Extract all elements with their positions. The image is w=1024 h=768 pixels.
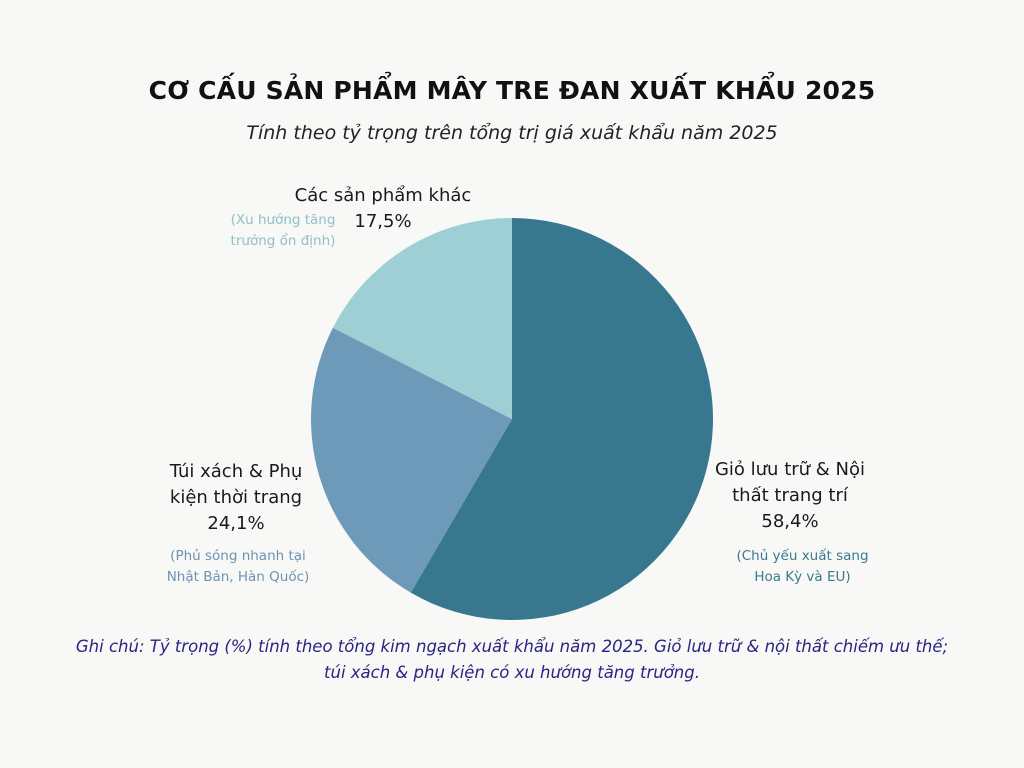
pie-slice-other (332, 218, 512, 419)
slice-value-other: 17,5% (354, 211, 412, 232)
slice-label-storage: Giỏ lưu trữ & Nội thất trang trí 58,4% (700, 457, 880, 535)
chart-title: CƠ CẤU SẢN PHẨM MÂY TRE ĐAN XUẤT KHẨU 20… (148, 76, 876, 105)
slice-label-handbags-line2: kiện thời trang (169, 487, 303, 508)
slice-label-storage-line2: thất trang trí (732, 485, 848, 506)
slice-note-handbags-line1: (Phủ sóng nhanh tại (170, 548, 306, 564)
slice-value-handbags: 24,1% (207, 513, 265, 534)
slice-value-storage: 58,4% (761, 511, 819, 532)
chart-subtitle: Tính theo tỷ trọng trên tổng trị giá xuấ… (246, 122, 778, 144)
slice-label-other-line1: Các sản phẩm khác (294, 185, 472, 206)
slice-label-handbags: Túi xách & Phụ kiện thời trang 24,1% (146, 459, 326, 537)
slice-note-other-line2: trưởng ổn định) (230, 233, 336, 249)
slice-label-other: Các sản phẩm khác 17,5% (283, 183, 483, 235)
slice-note-handbags: (Phủ sóng nhanh tại Nhật Bản, Hàn Quốc) (138, 546, 338, 588)
slice-note-storage-line1: (Chủ yếu xuất sang (736, 548, 869, 564)
slice-note-other: (Xu hướng tăng trưởng ổn định) (208, 210, 358, 252)
footnote-line1: Ghi chú: Tỷ trọng (%) tính theo tổng kim… (75, 637, 949, 656)
slice-note-handbags-line2: Nhật Bản, Hàn Quốc) (166, 569, 310, 585)
slice-note-other-line1: (Xu hướng tăng (230, 212, 336, 228)
slice-note-storage-line2: Hoa Kỳ và EU) (754, 569, 851, 585)
chart-footnote: Ghi chú: Tỷ trọng (%) tính theo tổng kim… (40, 634, 984, 686)
footnote-line2: túi xách & phụ kiện có xu hướng tăng trư… (324, 663, 700, 682)
slice-note-storage: (Chủ yếu xuất sang Hoa Kỳ và EU) (700, 546, 905, 588)
slice-label-handbags-line1: Túi xách & Phụ (169, 461, 303, 482)
pie-slice-storage (410, 218, 713, 620)
slice-label-storage-line1: Giỏ lưu trữ & Nội (714, 459, 866, 480)
pie-slice-handbags (310, 327, 512, 593)
